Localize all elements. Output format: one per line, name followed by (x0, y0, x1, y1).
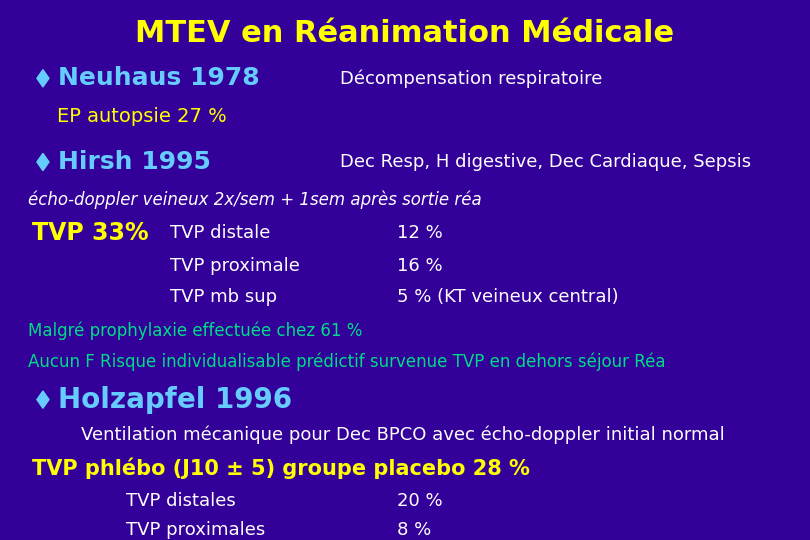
Text: 5 % (KT veineux central): 5 % (KT veineux central) (397, 288, 619, 306)
Text: Dec Resp, H digestive, Dec Cardiaque, Sepsis: Dec Resp, H digestive, Dec Cardiaque, Se… (340, 153, 752, 171)
Text: 12 %: 12 % (397, 224, 442, 242)
Text: Décompensation respiratoire: Décompensation respiratoire (340, 69, 603, 87)
Text: 20 %: 20 % (397, 491, 442, 510)
Text: Neuhaus 1978: Neuhaus 1978 (58, 66, 260, 90)
Text: TVP proximale: TVP proximale (170, 256, 300, 275)
Text: TVP distale: TVP distale (170, 224, 271, 242)
Text: Aucun F Risque individualisable prédictif survenue TVP en dehors séjour Réa: Aucun F Risque individualisable prédicti… (28, 353, 666, 371)
Text: TVP mb sup: TVP mb sup (170, 288, 277, 306)
Text: 8 %: 8 % (397, 521, 431, 539)
Text: Ventilation mécanique pour Dec BPCO avec écho-doppler initial normal: Ventilation mécanique pour Dec BPCO avec… (81, 426, 725, 444)
Polygon shape (37, 153, 49, 171)
Text: 16 %: 16 % (397, 256, 442, 275)
Text: TVP proximales: TVP proximales (126, 521, 265, 539)
Text: EP autopsie 27 %: EP autopsie 27 % (57, 106, 227, 126)
Text: TVP phlébo (J10 ± 5) groupe placebo 28 %: TVP phlébo (J10 ± 5) groupe placebo 28 % (32, 457, 531, 479)
Text: MTEV en Réanimation Médicale: MTEV en Réanimation Médicale (135, 19, 675, 48)
Text: écho-doppler veineux 2x/sem + 1sem après sortie réa: écho-doppler veineux 2x/sem + 1sem après… (28, 191, 482, 209)
Polygon shape (37, 70, 49, 87)
Text: Holzapfel 1996: Holzapfel 1996 (58, 386, 292, 414)
Text: Malgré prophylaxie effectuée chez 61 %: Malgré prophylaxie effectuée chez 61 % (28, 321, 363, 340)
Polygon shape (37, 391, 49, 408)
Text: Hirsh 1995: Hirsh 1995 (58, 150, 211, 174)
Text: TVP distales: TVP distales (126, 491, 235, 510)
Text: TVP 33%: TVP 33% (32, 221, 149, 245)
